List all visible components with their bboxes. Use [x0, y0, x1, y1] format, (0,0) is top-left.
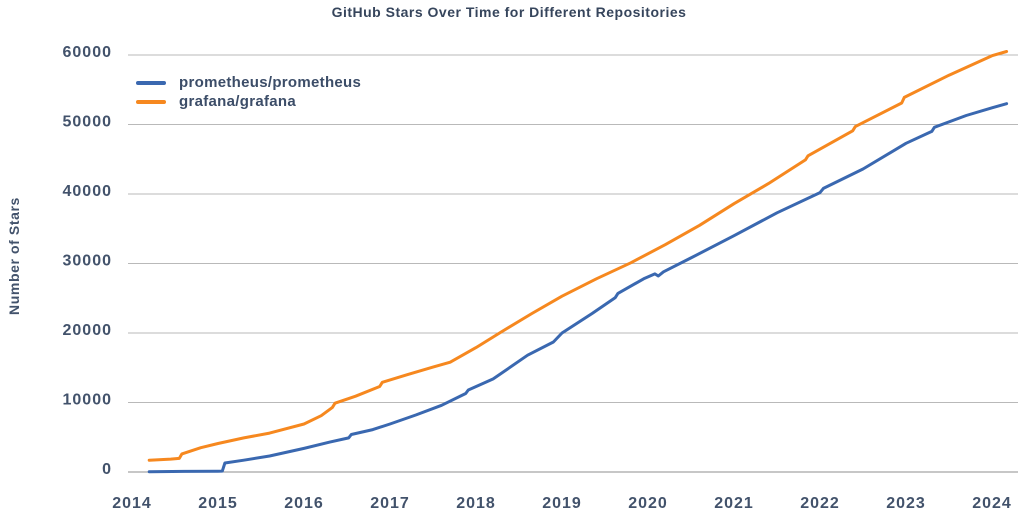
x-tick-label: 2014 — [112, 495, 152, 512]
y-axis-label: Number of Stars — [6, 197, 22, 315]
x-tick-label: 2015 — [198, 495, 238, 512]
y-tick-label: 20000 — [63, 322, 113, 339]
x-tick-label: 2022 — [800, 495, 840, 512]
legend-item-prometheus: prometheus/prometheus — [136, 74, 362, 91]
x-tick-label: 2024 — [972, 495, 1012, 512]
x-tick-label: 2021 — [714, 495, 754, 512]
legend-label: prometheus/prometheus — [179, 74, 362, 91]
y-tick-label: 30000 — [63, 253, 113, 270]
series-line-prometheus — [147, 102, 1009, 474]
legend-label: grafana/grafana — [179, 93, 297, 110]
x-tick-label: 2018 — [456, 495, 496, 512]
legend-swatch-blue-line — [136, 80, 166, 85]
y-tick-label: 50000 — [63, 114, 113, 131]
legend-item-grafana: grafana/grafana — [136, 93, 361, 110]
x-tick-label: 2016 — [284, 495, 324, 512]
chart-title: GitHub Stars Over Time for Different Rep… — [331, 4, 687, 20]
x-tick-label: 2023 — [886, 495, 926, 512]
y-tick-label: 40000 — [63, 183, 113, 200]
legend: prometheus/prometheus grafana/grafana — [136, 74, 362, 110]
y-tick-label: 10000 — [63, 392, 113, 409]
y-tick-label: 60000 — [63, 44, 113, 61]
x-tick-label: 2019 — [542, 495, 582, 512]
x-tick-label: 2020 — [628, 495, 668, 512]
x-tick-label: 2017 — [370, 495, 410, 512]
y-tick-label: 0 — [102, 461, 112, 478]
legend-swatch-orange-line — [136, 99, 166, 104]
series-line-grafana — [147, 50, 1009, 462]
